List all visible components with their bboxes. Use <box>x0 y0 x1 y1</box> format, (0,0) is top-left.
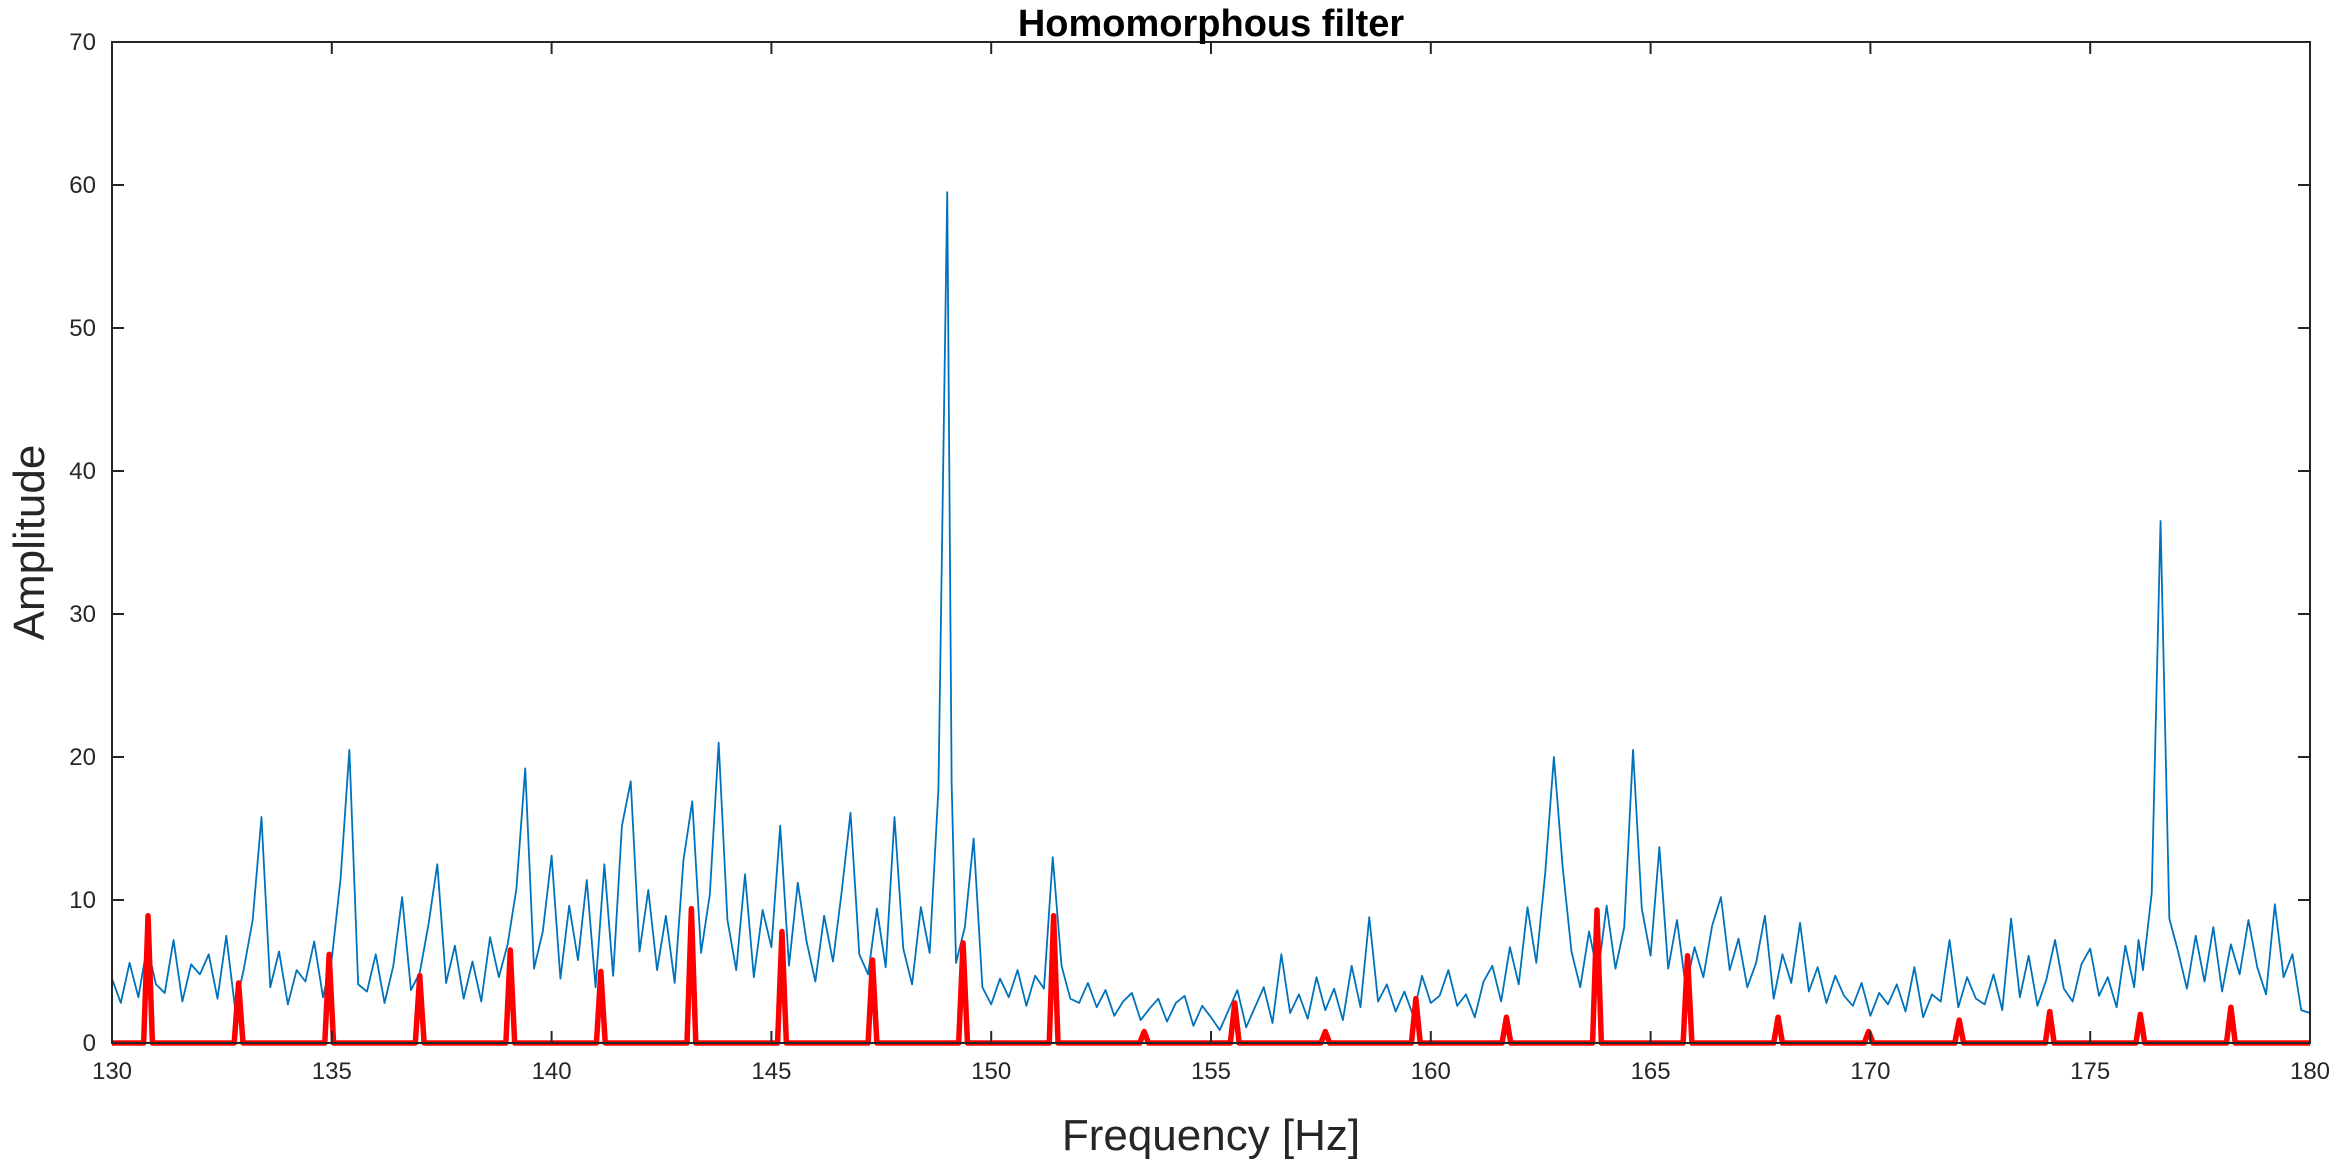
spectrum-line <box>111 191 2311 1032</box>
x-axis: 130 135 140 145 150 155 160 165 170 175 180 <box>92 42 2330 1085</box>
x-tick-label: 155 <box>1191 1058 1231 1085</box>
plot-area: 130 135 140 145 150 155 160 165 170 175 180 0 10 20 3… <box>69 29 2330 1085</box>
y-tick-label: 30 <box>69 601 96 628</box>
y-tick-label: 40 <box>69 458 96 485</box>
y-tick-label: 20 <box>69 744 96 771</box>
y-axis-label: Amplitude <box>5 445 54 641</box>
x-axis-label: Frequency [Hz] <box>1062 1111 1360 1160</box>
x-tick-label: 130 <box>92 1058 132 1085</box>
x-tick-label: 135 <box>312 1058 352 1085</box>
y-axis: 0 10 20 30 40 50 60 70 <box>69 29 2310 1057</box>
x-tick-label: 165 <box>1631 1058 1671 1085</box>
x-tick-label: 150 <box>971 1058 1011 1085</box>
y-tick-label: 10 <box>69 887 96 914</box>
y-tick-label: 60 <box>69 172 96 199</box>
plot-background <box>112 42 2310 1043</box>
x-tick-label: 160 <box>1411 1058 1451 1085</box>
chart-title: Homomorphous filter <box>1018 3 1405 45</box>
x-tick-label: 170 <box>1850 1058 1890 1085</box>
x-tick-label: 145 <box>751 1058 791 1085</box>
y-tick-label: 0 <box>83 1030 96 1057</box>
x-tick-label: 175 <box>2070 1058 2110 1085</box>
x-tick-label: 180 <box>2290 1058 2330 1085</box>
x-tick-label: 140 <box>532 1058 572 1085</box>
y-tick-label: 50 <box>69 315 96 342</box>
y-tick-label: 70 <box>69 29 96 56</box>
